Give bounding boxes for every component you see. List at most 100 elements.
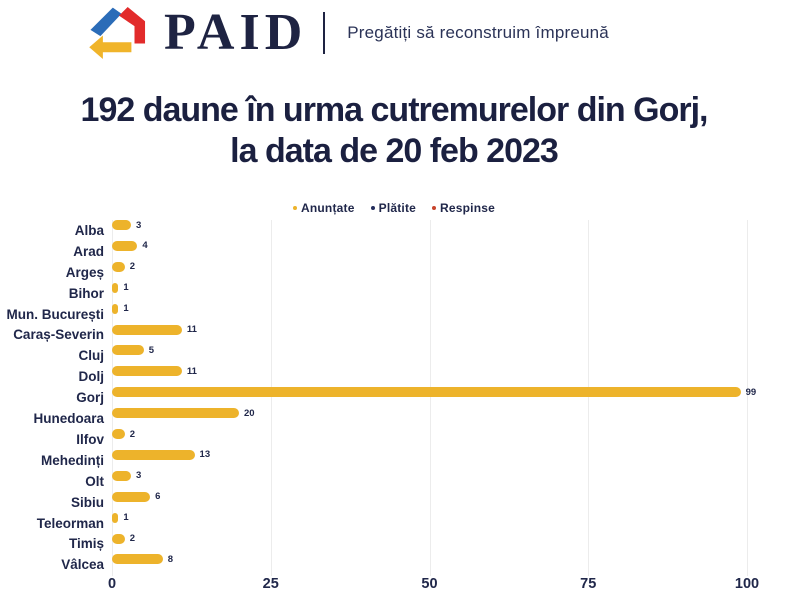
- chart-title: 192 daune în urma cutremurelor din Gorj,…: [0, 90, 788, 173]
- bar-value-label: 4: [142, 240, 148, 252]
- bar-anuntate: [112, 387, 741, 398]
- chart-row: Sibiu 6: [0, 491, 788, 513]
- chart-row: Bihor 1: [0, 282, 788, 304]
- category-label: Caraș-Severin: [13, 327, 104, 343]
- chart-row: Olt 3: [0, 470, 788, 492]
- legend-item: Respinse: [432, 201, 495, 215]
- bar-anuntate: [112, 282, 119, 293]
- bar-value-label: 5: [148, 344, 155, 356]
- chart-row: Hunedoara 20: [0, 408, 788, 429]
- bar-anuntate: [112, 303, 119, 314]
- bar-value-label: 11: [186, 365, 197, 377]
- bar-value-label: 11: [186, 324, 197, 335]
- gridline: [429, 220, 431, 576]
- header-divider: [323, 12, 326, 54]
- category-label: Alba: [74, 222, 104, 238]
- bar-value-label: 6: [155, 491, 161, 503]
- x-axis-tick-label: 25: [262, 576, 279, 592]
- bar-value-label: 3: [136, 470, 142, 482]
- bar-anuntate: [112, 261, 125, 272]
- category-label: Ilfov: [76, 431, 104, 447]
- bar-value-label: 8: [167, 553, 174, 565]
- x-axis-tick-label: 100: [734, 576, 760, 592]
- category-label: Hunedoara: [33, 411, 104, 427]
- x-axis-tick-label: 50: [421, 576, 438, 592]
- chart-row: Vâlcea 8: [0, 554, 788, 575]
- bar-value-label: 1: [123, 282, 129, 294]
- category-label: Arad: [73, 243, 104, 259]
- category-label: Vâlcea: [61, 557, 104, 573]
- legend-label: Plătite: [378, 201, 417, 215]
- logo-base-yellow: [89, 35, 132, 60]
- chart-row: Teleorman 1: [0, 512, 788, 534]
- legend-label: Anunțate: [301, 201, 355, 215]
- category-label: Cluj: [78, 348, 105, 364]
- bar-anuntate: [112, 554, 163, 565]
- chart-row: Ilfov 2: [0, 429, 788, 450]
- bar-chart: Alba 3 Arad 4 Argeș 2 Bihor 1 Mun. București 1 Car…: [0, 220, 788, 600]
- brand-wordmark: PAID: [164, 4, 308, 61]
- bar-anuntate: [112, 449, 195, 460]
- legend-item: Anunțate: [293, 201, 355, 215]
- bar-anuntate: [112, 220, 132, 230]
- bar-anuntate: [112, 533, 125, 544]
- category-label: Olt: [85, 473, 104, 489]
- legend-dot-icon: [370, 206, 375, 210]
- bar-anuntate: [112, 429, 125, 439]
- legend-dot-icon: [293, 206, 297, 210]
- category-label: Dolj: [78, 369, 105, 385]
- bar-anuntate: [112, 491, 151, 502]
- x-axis-tick-label: 0: [107, 576, 117, 592]
- logo-roof-blue: [90, 7, 122, 37]
- logo-wall-red: [119, 6, 146, 44]
- category-label: Bihor: [68, 285, 104, 301]
- bar-value-label: 1: [123, 512, 129, 524]
- gridline: [588, 220, 590, 576]
- bar-anuntate: [112, 512, 119, 523]
- bar-anuntate: [112, 470, 132, 481]
- x-axis-tick-label: 75: [580, 576, 597, 592]
- chart-title-line1: 192 daune în urma cutremurelor din Gorj,: [80, 91, 709, 129]
- bar-value-label: 20: [244, 407, 255, 419]
- category-label: Mehedinți: [41, 452, 104, 468]
- chart-row: Gorj 99: [0, 387, 788, 408]
- chart-title-line2: la data de 20 feb 2023: [230, 132, 559, 171]
- bar-anuntate: [112, 408, 239, 419]
- category-label: Teleorman: [36, 515, 104, 531]
- chart-row: Alba 3: [0, 220, 788, 241]
- category-label: Gorj: [76, 390, 104, 406]
- bar-value-label: 13: [199, 449, 211, 461]
- bar-value-label: 2: [129, 428, 135, 440]
- bar-value-label: 3: [136, 219, 142, 231]
- gridline: [270, 220, 272, 576]
- chart-row: Mehedinți 13: [0, 449, 788, 471]
- chart-row: Mun. București 1: [0, 303, 788, 325]
- chart-row: Cluj 5: [0, 345, 788, 366]
- header: PAID Pregătiți să reconstruim împreună: [88, 0, 728, 66]
- legend-label: Respinse: [440, 201, 495, 215]
- gridline: [112, 220, 113, 576]
- chart-row: Caraș-Severin 11: [0, 324, 788, 346]
- paid-house-logo-icon: [89, 6, 146, 60]
- chart-row: Dolj 11: [0, 366, 788, 387]
- bar-value-label: 1: [123, 303, 129, 315]
- legend-dot-icon: [432, 206, 437, 210]
- category-label: Argeș: [65, 264, 104, 280]
- gridline: [747, 220, 748, 576]
- brand-tagline: Pregătiți să reconstruim împreună: [347, 23, 609, 42]
- bar-anuntate: [112, 345, 144, 356]
- legend-item: Plătite: [370, 201, 417, 215]
- category-label: Timiș: [68, 536, 104, 552]
- bar-value-label: 99: [745, 386, 757, 398]
- bar-anuntate: [112, 366, 182, 377]
- bar-value-label: 2: [129, 533, 135, 544]
- chart-legend: Anunțate Plătite Respinse: [0, 201, 788, 215]
- chart-row: Argeș 2: [0, 261, 788, 283]
- bar-anuntate: [112, 324, 182, 335]
- bar-anuntate: [112, 240, 138, 251]
- chart-row: Timiș 2: [0, 533, 788, 555]
- bar-value-label: 2: [129, 261, 135, 273]
- chart-row: Arad 4: [0, 240, 788, 262]
- category-label: Sibiu: [71, 494, 104, 510]
